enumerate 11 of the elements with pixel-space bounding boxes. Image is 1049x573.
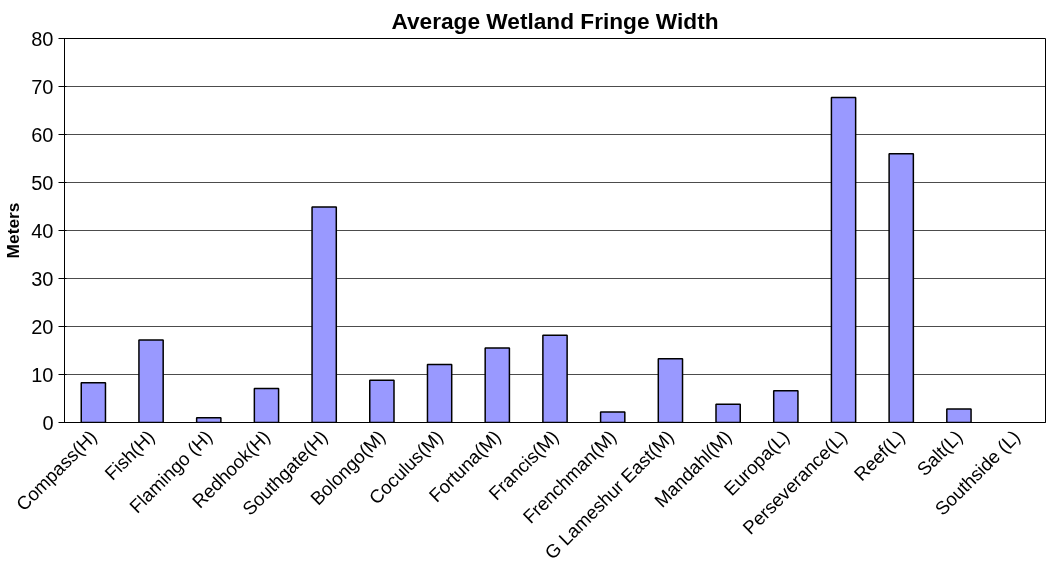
- y-tick-label: 30: [31, 267, 54, 290]
- y-tick-label: 40: [31, 219, 54, 242]
- y-tick-label: 50: [31, 171, 54, 194]
- y-tick-label: 80: [31, 27, 54, 50]
- y-tick-label: 10: [31, 363, 54, 386]
- y-tick-label: 60: [31, 123, 54, 146]
- y-tick-label: 0: [42, 411, 54, 434]
- y-tick-label: 70: [31, 75, 54, 98]
- y-axis-title: Meters: [3, 202, 24, 259]
- y-tick-label: 20: [31, 315, 54, 338]
- chart-title: Average Wetland Fringe Width: [391, 7, 719, 34]
